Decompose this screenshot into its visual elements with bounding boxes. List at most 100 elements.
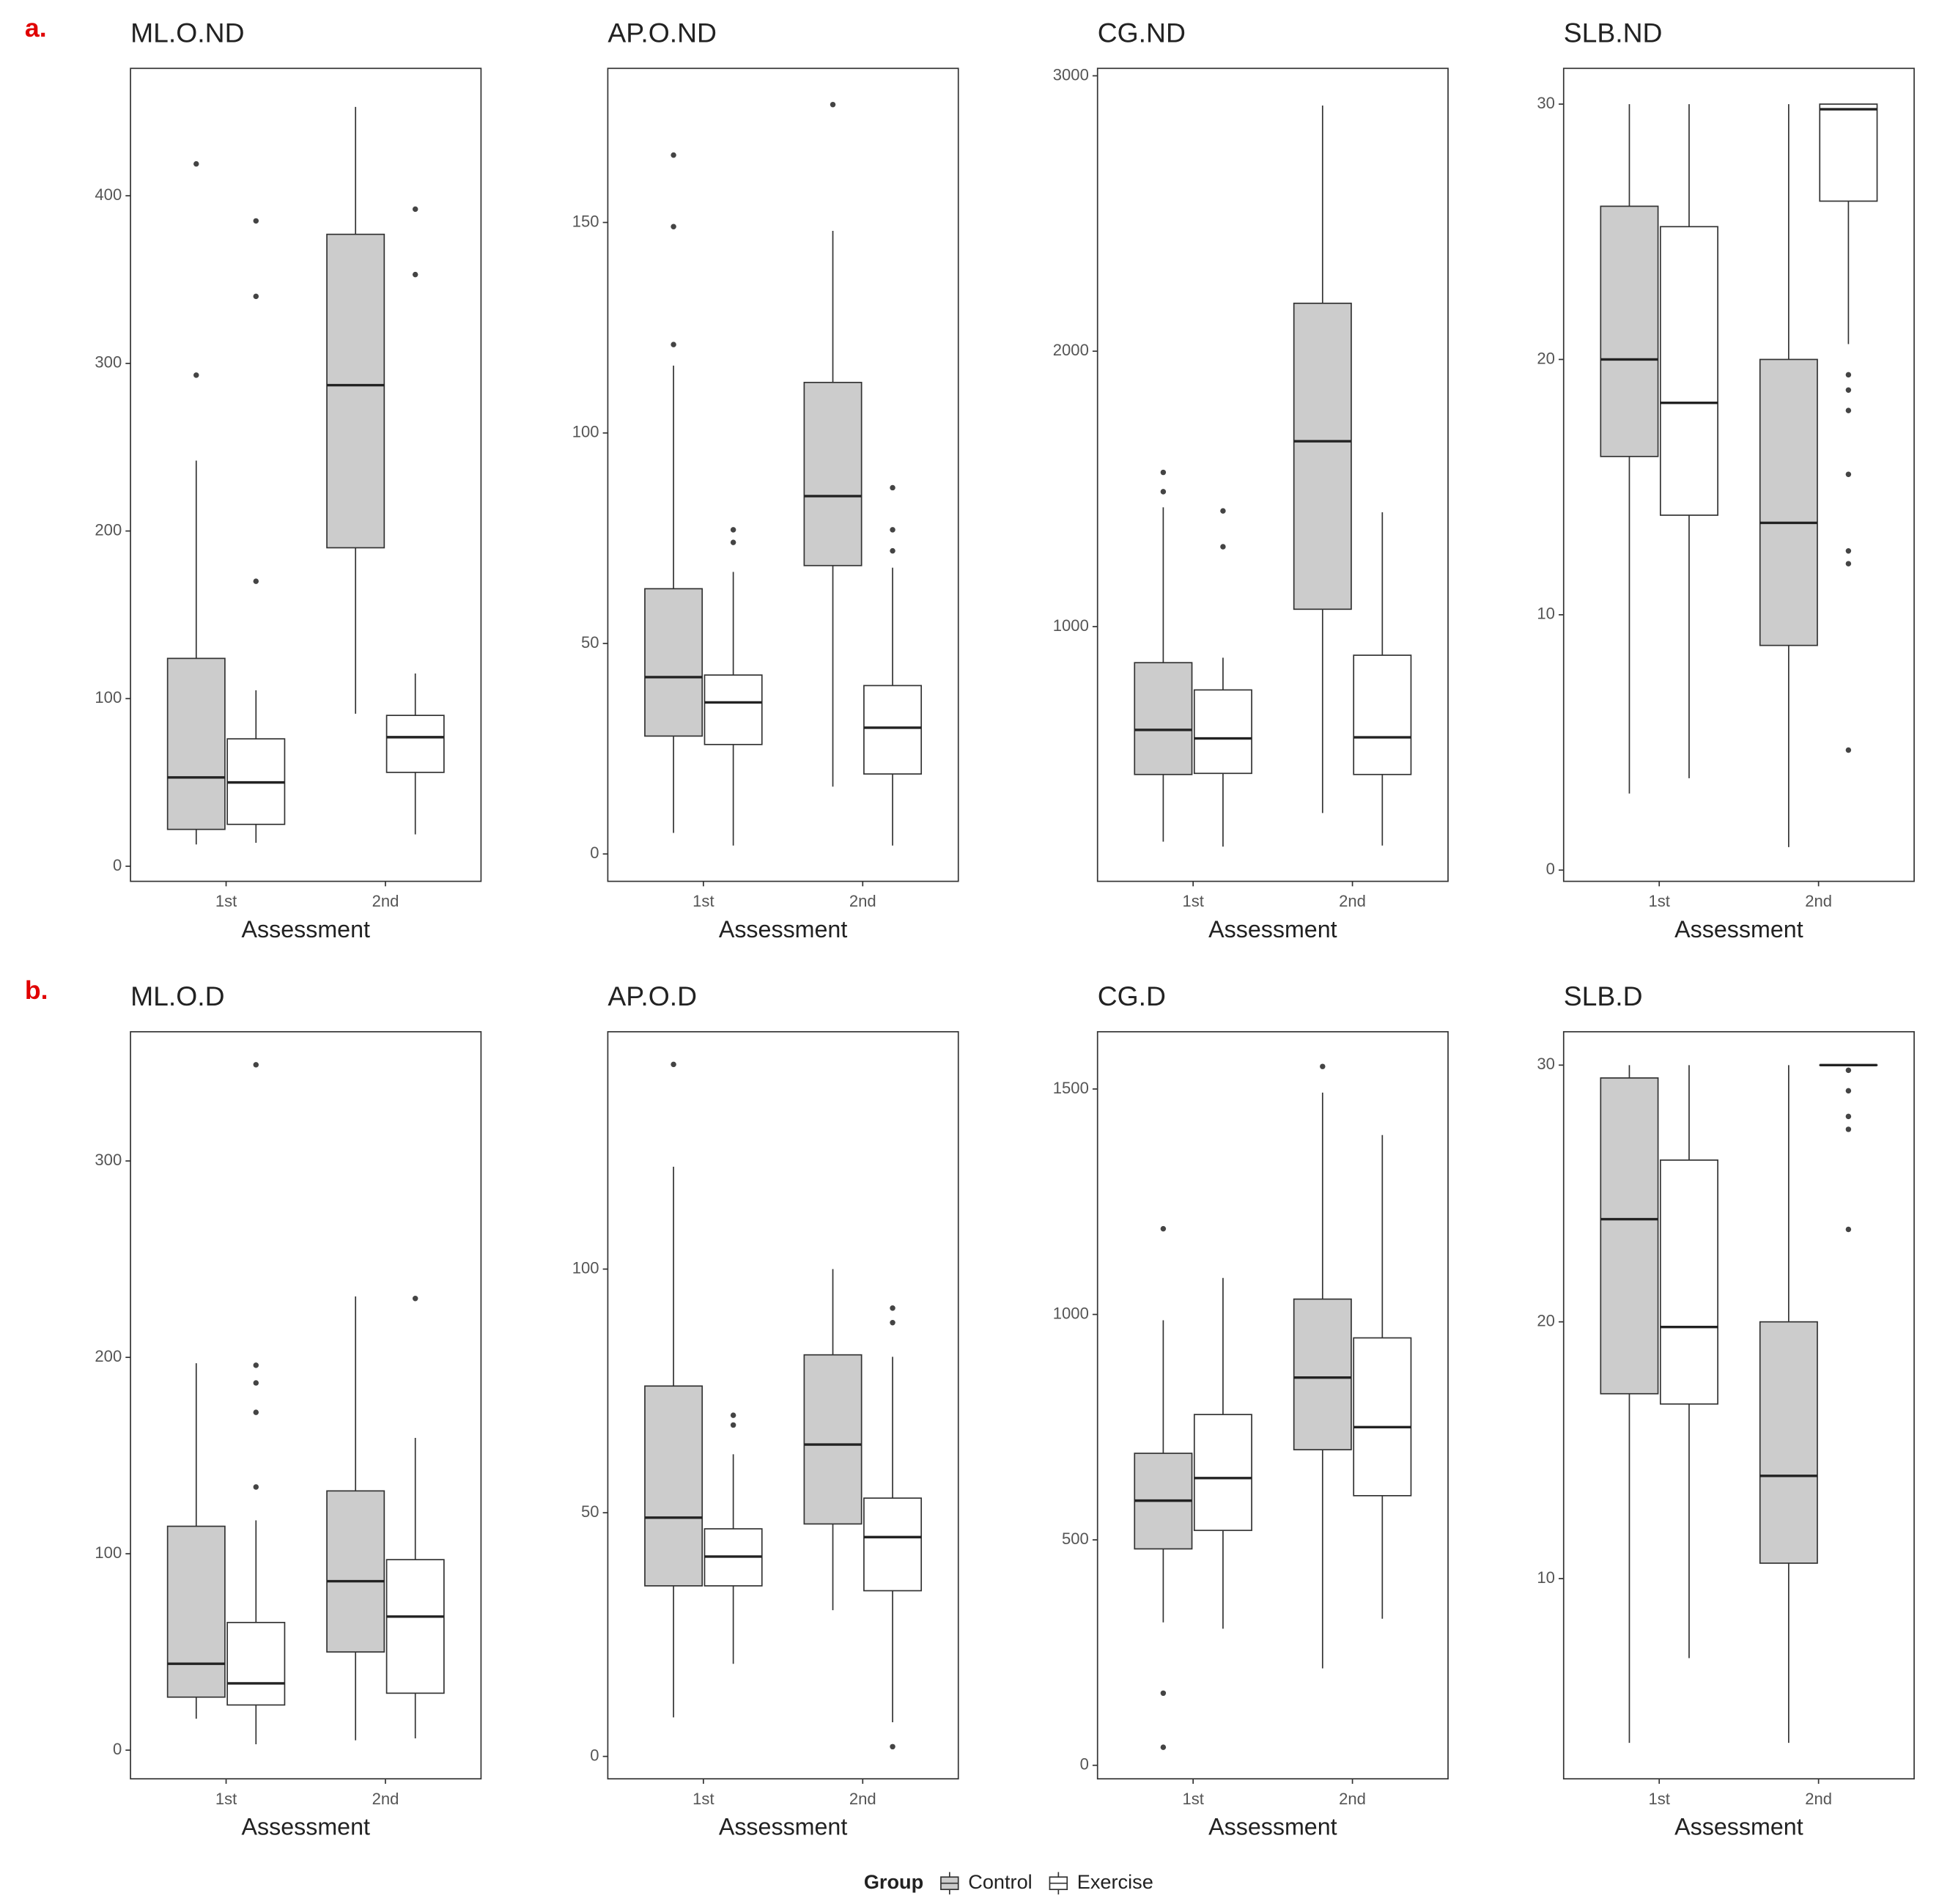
y-tick-label: 1000: [1053, 616, 1089, 635]
x-tick-label: 1st: [1649, 892, 1670, 910]
y-tick-label: 30: [1537, 1055, 1555, 1073]
y-tick-label: 400: [95, 185, 122, 204]
box-group: Exercise: [1353, 512, 1412, 846]
y-tick-label: 0: [1080, 1755, 1089, 1774]
y-tick-label: 0: [113, 1740, 122, 1758]
outlier: [193, 160, 199, 167]
x-tick-label: 2nd: [849, 1790, 876, 1808]
outlier: [1160, 1744, 1167, 1750]
y-tick-label: 3000: [1053, 65, 1089, 84]
box: [703, 674, 763, 745]
box-group: Exercise: [703, 527, 763, 846]
panel-title: CG.ND: [1098, 17, 1186, 48]
panel-label: b.: [25, 975, 48, 1005]
outlier: [1845, 1226, 1852, 1233]
box: [385, 715, 445, 773]
x-tick-label: 2nd: [1805, 1790, 1832, 1808]
outlier: [730, 539, 736, 545]
y-tick-label: 50: [581, 1502, 599, 1521]
outlier: [1320, 1063, 1326, 1069]
x-tick-label: 1st: [1182, 892, 1203, 910]
box: [863, 685, 923, 775]
outlier: [253, 218, 259, 224]
box: [1600, 205, 1659, 457]
outlier: [890, 1744, 895, 1750]
outlier: [890, 527, 895, 533]
outlier: [1845, 1088, 1852, 1094]
y-tick-label: 0: [590, 1746, 599, 1764]
outlier: [671, 1061, 676, 1068]
outlier: [671, 152, 676, 158]
plot-frame: [1562, 67, 1915, 882]
outlier: [193, 372, 199, 378]
plot-frame: [1096, 67, 1449, 882]
box: [644, 1385, 703, 1587]
y-tick-label: 100: [95, 1543, 122, 1562]
box-group: Exercise: [1659, 104, 1718, 778]
box: [326, 1490, 385, 1653]
box: [1759, 1321, 1818, 1564]
outlier: [1845, 471, 1852, 477]
legend-label: Control: [968, 1870, 1032, 1893]
box-group: Exercise: [1353, 1134, 1412, 1619]
outlier: [1160, 1225, 1167, 1232]
y-tick-label: 0: [590, 844, 599, 862]
outlier: [730, 1412, 736, 1418]
outlier: [830, 101, 836, 108]
outlier: [1845, 1126, 1852, 1132]
box: [1293, 1298, 1352, 1450]
outlier: [253, 1484, 259, 1490]
outlier: [1160, 489, 1167, 495]
box-group: Exercise: [226, 1062, 286, 1745]
y-tick-label: 10: [1537, 605, 1555, 623]
panel-title: SLB.D: [1564, 981, 1643, 1011]
box: [1193, 689, 1252, 775]
legend-label: Exercise: [1077, 1870, 1153, 1893]
outlier: [253, 1409, 259, 1415]
box-group: Exercise: [1193, 1277, 1252, 1629]
x-axis-title: Assessment: [1674, 916, 1803, 942]
box-group: Exercise: [385, 206, 445, 835]
outlier: [253, 578, 259, 584]
panel-title: ML.O.D: [130, 981, 224, 1011]
box-group: Control: [326, 1296, 385, 1741]
x-tick-label: 1st: [692, 1790, 714, 1808]
box-group: Control: [1600, 1065, 1659, 1744]
box: [1193, 1414, 1252, 1532]
outlier: [253, 1380, 259, 1386]
outlier: [1845, 387, 1852, 393]
panel-label: a.: [25, 13, 47, 43]
box-group: Exercise: [863, 484, 923, 846]
y-tick-label: 100: [572, 1258, 599, 1277]
box: [1353, 654, 1412, 775]
panel-title: ML.O.ND: [130, 17, 244, 48]
outlier: [890, 484, 895, 491]
box: [1759, 358, 1818, 646]
box: [385, 1559, 445, 1694]
y-tick-label: 30: [1537, 94, 1555, 112]
panel-title: CG.D: [1098, 981, 1166, 1011]
box-group: Exercise: [385, 1295, 445, 1738]
box-group: Control: [803, 101, 863, 787]
outlier: [1845, 548, 1852, 554]
box: [1600, 1077, 1659, 1395]
x-tick-label: 2nd: [1339, 1790, 1366, 1808]
outlier: [890, 547, 895, 554]
outlier: [1160, 469, 1167, 476]
outlier: [412, 206, 418, 213]
y-tick-label: 10: [1537, 1568, 1555, 1587]
panel-title: AP.O.D: [607, 981, 697, 1011]
x-axis-title: Assessment: [719, 916, 848, 942]
y-tick-label: 300: [95, 1151, 122, 1169]
box: [166, 657, 226, 830]
box: [1353, 1337, 1412, 1497]
outlier: [412, 1295, 418, 1302]
box-group: Control: [326, 106, 385, 714]
box: [1134, 662, 1193, 775]
x-tick-label: 1st: [215, 1790, 237, 1808]
